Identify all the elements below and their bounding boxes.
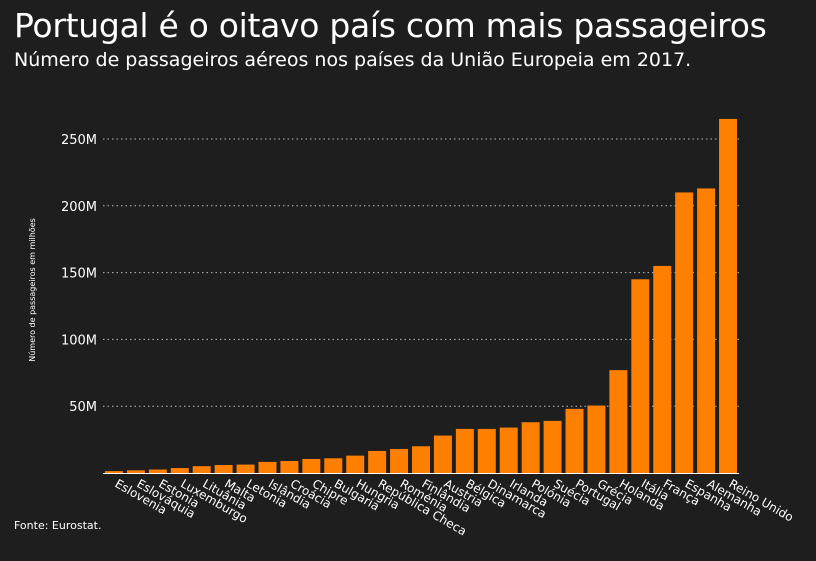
bar <box>653 265 672 473</box>
bar <box>214 464 233 473</box>
bar <box>236 464 255 473</box>
y-axis-label: Número de passageiros em milhões <box>28 218 37 362</box>
bar <box>192 466 211 473</box>
bar <box>412 446 430 473</box>
bar <box>521 422 540 473</box>
bar <box>302 458 321 473</box>
bar <box>324 458 343 473</box>
bar <box>477 428 496 473</box>
bar <box>631 279 650 473</box>
bar <box>346 455 365 473</box>
chart-title: Portugal é o oitavo país com mais passag… <box>14 6 767 45</box>
y-tick-label: 200M <box>61 200 97 215</box>
bar <box>104 471 123 473</box>
bar <box>455 428 474 473</box>
bar <box>675 192 694 473</box>
bar <box>499 427 518 473</box>
source-note: Fonte: Eurostat. <box>14 519 102 532</box>
y-tick-label: 50M <box>69 400 97 415</box>
x-axis-ticks: EsloveniaEslováquiaEstoniaLuxemburgoLitu… <box>112 476 795 538</box>
bar <box>433 435 452 473</box>
bar <box>719 118 738 474</box>
chart-subtitle: Número de passageiros aéreos nos países … <box>14 49 692 71</box>
bar <box>258 461 277 473</box>
bar <box>280 460 299 473</box>
bar <box>170 468 189 473</box>
bar <box>609 370 628 473</box>
bar <box>390 448 409 473</box>
bar <box>148 469 167 473</box>
y-tick-label: 100M <box>61 333 97 348</box>
y-tick-label: 150M <box>61 267 97 282</box>
bar <box>587 405 606 473</box>
bar <box>697 188 716 473</box>
bars <box>104 118 738 474</box>
bar <box>565 408 584 473</box>
bar <box>126 470 145 473</box>
bar <box>543 420 562 473</box>
bar <box>368 450 387 473</box>
y-axis-ticks: 50M 100M 150M 200M 250M <box>61 133 97 415</box>
y-tick-label: 250M <box>61 133 97 148</box>
